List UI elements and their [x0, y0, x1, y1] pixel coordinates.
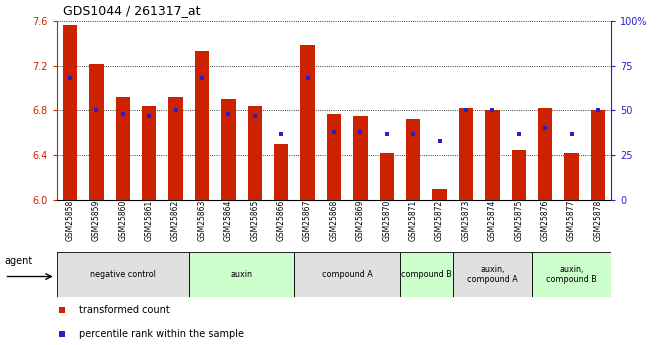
- Text: GSM25873: GSM25873: [462, 200, 470, 242]
- Text: GSM25878: GSM25878: [594, 200, 603, 242]
- Text: GSM25865: GSM25865: [250, 200, 259, 242]
- Bar: [221, 99, 236, 200]
- Text: GSM25867: GSM25867: [303, 200, 312, 242]
- Bar: [189, 252, 295, 297]
- Text: GSM25870: GSM25870: [382, 200, 391, 242]
- Text: auxin: auxin: [230, 270, 253, 279]
- Bar: [301, 46, 315, 200]
- Bar: [327, 114, 341, 200]
- Bar: [274, 144, 289, 200]
- Bar: [564, 153, 579, 200]
- Bar: [57, 252, 189, 297]
- Text: GSM25863: GSM25863: [198, 200, 206, 242]
- Bar: [432, 189, 447, 200]
- Bar: [532, 252, 611, 297]
- Bar: [248, 106, 262, 200]
- Bar: [485, 110, 500, 200]
- Bar: [116, 97, 130, 200]
- Bar: [453, 252, 532, 297]
- Text: GSM25859: GSM25859: [92, 200, 101, 242]
- Text: percentile rank within the sample: percentile rank within the sample: [79, 329, 244, 339]
- Text: GSM25858: GSM25858: [65, 200, 74, 242]
- Text: GSM25866: GSM25866: [277, 200, 286, 242]
- Text: GSM25872: GSM25872: [435, 200, 444, 242]
- Text: GSM25869: GSM25869: [356, 200, 365, 242]
- Text: GSM25877: GSM25877: [567, 200, 576, 242]
- Bar: [89, 65, 104, 200]
- Text: compound A: compound A: [322, 270, 373, 279]
- Bar: [353, 116, 367, 200]
- Text: GDS1044 / 261317_at: GDS1044 / 261317_at: [63, 4, 201, 17]
- Text: GSM25874: GSM25874: [488, 200, 497, 242]
- Bar: [459, 108, 473, 200]
- Text: GSM25864: GSM25864: [224, 200, 233, 242]
- Text: GSM25876: GSM25876: [540, 200, 550, 242]
- Bar: [63, 25, 77, 200]
- Bar: [400, 252, 453, 297]
- Text: auxin,
compound B: auxin, compound B: [546, 265, 597, 284]
- Text: negative control: negative control: [90, 270, 156, 279]
- Bar: [406, 119, 420, 200]
- Text: GSM25868: GSM25868: [329, 200, 339, 242]
- Text: GSM25860: GSM25860: [118, 200, 128, 242]
- Text: transformed count: transformed count: [79, 305, 170, 315]
- Text: GSM25875: GSM25875: [514, 200, 523, 242]
- Bar: [195, 51, 209, 200]
- Text: GSM25871: GSM25871: [409, 200, 418, 242]
- Bar: [168, 97, 183, 200]
- Text: compound B: compound B: [401, 270, 452, 279]
- Bar: [538, 108, 552, 200]
- Text: GSM25862: GSM25862: [171, 200, 180, 242]
- Bar: [295, 252, 400, 297]
- Bar: [591, 110, 605, 200]
- Text: agent: agent: [5, 256, 33, 266]
- Bar: [379, 153, 394, 200]
- Text: GSM25861: GSM25861: [145, 200, 154, 242]
- Text: auxin,
compound A: auxin, compound A: [467, 265, 518, 284]
- Bar: [512, 150, 526, 200]
- Bar: [142, 106, 156, 200]
